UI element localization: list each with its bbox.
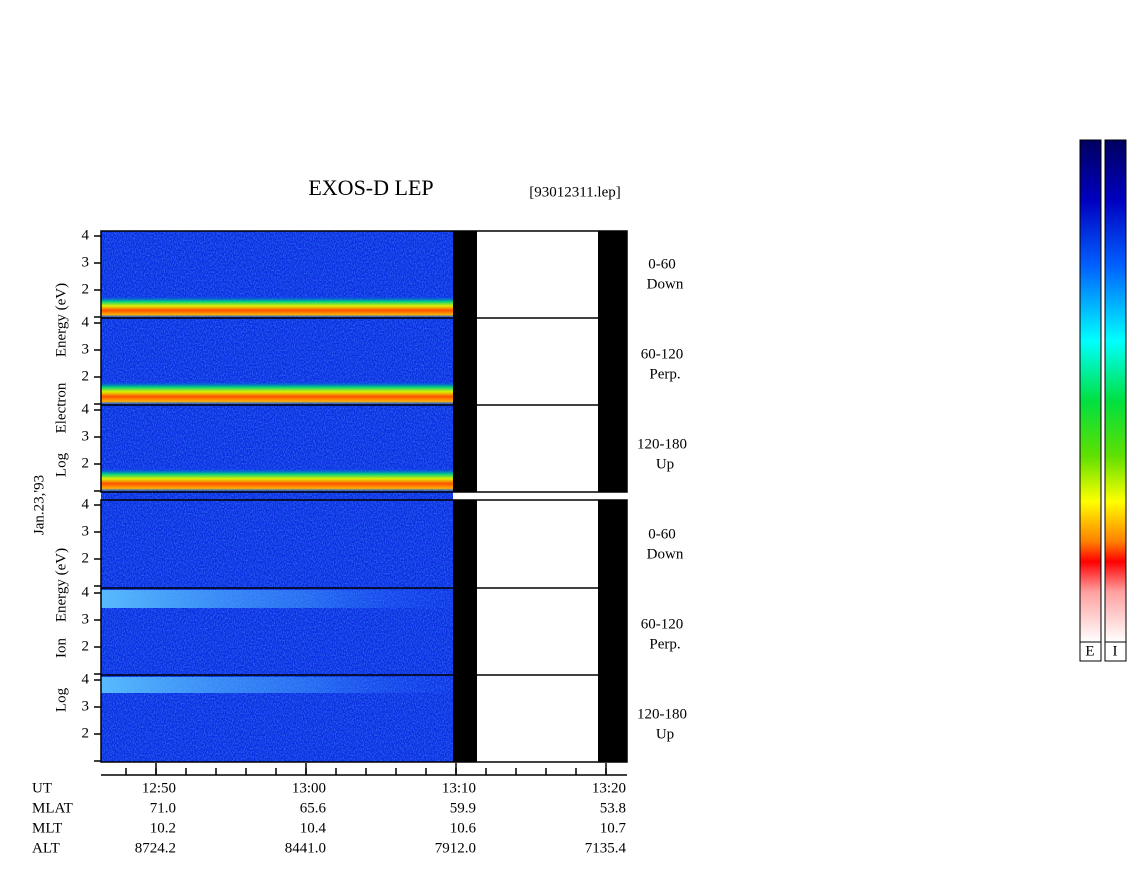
data-gap xyxy=(453,500,477,762)
y-label: Ion xyxy=(53,638,69,658)
y-tick-label: 4 xyxy=(82,401,90,417)
frame xyxy=(100,499,628,763)
y-tick-label: 2 xyxy=(82,455,90,471)
y-tick-label: 4 xyxy=(82,496,90,512)
title: EXOS-D LEP xyxy=(308,175,433,200)
pitch-angle: 120-180 xyxy=(637,706,687,722)
y-label: Energy (eV) xyxy=(53,548,69,622)
y-label: Energy (eV) xyxy=(53,283,69,357)
y-tick-label: 2 xyxy=(82,638,90,654)
ion-band xyxy=(101,590,453,608)
x-tick-label: 13:00 xyxy=(292,780,326,796)
y-tick-label: 4 xyxy=(82,227,90,243)
direction: Up xyxy=(656,456,674,472)
ephemeris-value: 8724.2 xyxy=(135,840,176,856)
colorbar-label: E xyxy=(1085,643,1094,659)
pitch-angle: 60-120 xyxy=(641,616,684,632)
direction: Perp. xyxy=(649,366,680,382)
frame xyxy=(100,230,628,493)
x-tick-label: 12:50 xyxy=(142,780,176,796)
y-tick-label: 3 xyxy=(82,428,90,444)
y-label: Log xyxy=(53,452,69,477)
electron-band xyxy=(101,296,453,318)
y-tick-label: 4 xyxy=(82,671,90,687)
pitch-angle: 0-60 xyxy=(648,526,676,542)
file-name: [93012311.lep] xyxy=(529,184,621,200)
ephemeris-name: ALT xyxy=(32,840,60,856)
date: Jan.23,'93 xyxy=(31,475,47,535)
direction: Down xyxy=(647,546,684,562)
electron-band xyxy=(101,468,453,492)
ephemeris-value: 53.8 xyxy=(600,800,626,816)
ephemeris-value: 10.4 xyxy=(300,820,327,836)
pitch-angle: 60-120 xyxy=(641,346,684,362)
y-tick-label: 4 xyxy=(82,584,90,600)
colorbar xyxy=(1079,139,1102,643)
ephemeris-name: MLAT xyxy=(32,800,73,816)
y-tick-label: 3 xyxy=(82,254,90,270)
electron-band xyxy=(101,381,453,405)
y-label: Electron xyxy=(53,382,69,433)
colorbar-label-box xyxy=(1079,641,1102,662)
y-tick-label: 3 xyxy=(82,698,90,714)
y-tick-label: 2 xyxy=(82,281,90,297)
colorbar xyxy=(1104,139,1127,643)
spectrogram-panels: EXOS-D LEP [93012311.lep] E I Jan.23,'93… xyxy=(31,139,1127,776)
x-tick-label: 13:20 xyxy=(592,780,626,796)
ephemeris-value: 7912.0 xyxy=(435,840,476,856)
y-tick-label: 3 xyxy=(82,341,90,357)
colorbar-label: I xyxy=(1113,643,1118,659)
y-tick-label: 3 xyxy=(82,611,90,627)
ephemeris-value: 65.6 xyxy=(300,800,327,816)
colorbar-label-box xyxy=(1104,641,1127,662)
y-tick-label: 2 xyxy=(82,368,90,384)
ephemeris-value: 10.7 xyxy=(600,820,627,836)
direction: Up xyxy=(656,726,674,742)
y-tick-label: 4 xyxy=(82,314,90,330)
data-gap xyxy=(598,231,627,492)
ion-band xyxy=(101,677,453,693)
ephemeris-value: 10.6 xyxy=(450,820,477,836)
ephemeris-name: MLT xyxy=(32,820,62,836)
pitch-angle: 0-60 xyxy=(648,256,676,272)
y-tick-label: 3 xyxy=(82,523,90,539)
spectrogram-noise xyxy=(101,231,453,762)
ephemeris-value: 8441.0 xyxy=(285,840,326,856)
y-label: Log xyxy=(53,687,69,712)
y-tick-label: 2 xyxy=(82,725,90,741)
data-gap xyxy=(453,231,477,492)
ephemeris-value: 59.9 xyxy=(450,800,476,816)
direction: Down xyxy=(647,276,684,292)
direction: Perp. xyxy=(649,636,680,652)
data-gap xyxy=(598,500,627,762)
ephemeris-name: UT xyxy=(32,780,52,796)
pitch-angle: 120-180 xyxy=(637,436,687,452)
ephemeris-value: 10.2 xyxy=(150,820,176,836)
x-tick-label: 13:10 xyxy=(442,780,476,796)
y-tick-label: 2 xyxy=(82,550,90,566)
ephemeris-value: 71.0 xyxy=(150,800,176,816)
ephemeris-value: 7135.4 xyxy=(585,840,627,856)
